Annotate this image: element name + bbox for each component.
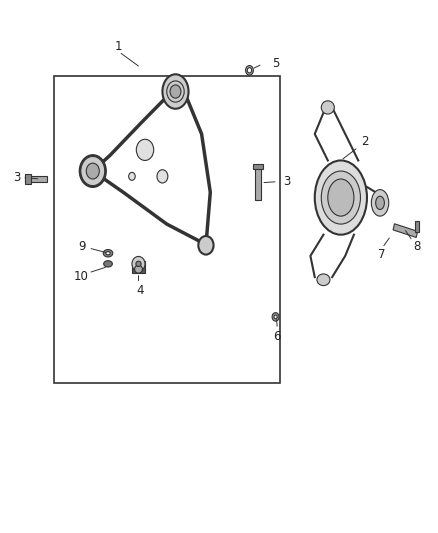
Ellipse shape [371, 190, 389, 216]
Ellipse shape [272, 313, 279, 321]
Ellipse shape [157, 169, 168, 183]
Ellipse shape [198, 236, 214, 255]
Text: 5: 5 [272, 58, 279, 70]
Ellipse shape [134, 265, 142, 273]
Text: 3: 3 [283, 175, 290, 188]
Bar [253, 164, 263, 169]
Text: 2: 2 [361, 135, 368, 148]
Text: 7: 7 [378, 248, 385, 261]
Bar [25, 174, 31, 184]
Bar [393, 224, 417, 238]
Bar [25, 176, 47, 182]
Bar [53, 76, 280, 383]
Ellipse shape [328, 179, 354, 216]
Bar [255, 166, 261, 200]
Ellipse shape [106, 252, 110, 255]
Ellipse shape [103, 249, 113, 257]
Ellipse shape [136, 139, 154, 160]
Text: 4: 4 [136, 284, 144, 297]
Ellipse shape [129, 172, 135, 180]
Bar [132, 261, 145, 273]
Ellipse shape [170, 85, 181, 98]
Ellipse shape [80, 155, 106, 187]
Ellipse shape [247, 68, 252, 73]
Ellipse shape [86, 163, 99, 179]
Text: 1: 1 [115, 40, 123, 53]
Text: 8: 8 [413, 240, 421, 253]
Text: 9: 9 [78, 240, 86, 253]
Ellipse shape [162, 74, 188, 109]
Ellipse shape [274, 315, 277, 319]
Ellipse shape [321, 171, 360, 224]
Ellipse shape [376, 196, 385, 209]
Ellipse shape [136, 261, 141, 266]
Text: 6: 6 [274, 330, 281, 343]
Ellipse shape [132, 256, 145, 271]
Bar [415, 221, 419, 232]
Ellipse shape [317, 274, 330, 286]
Text: 10: 10 [74, 270, 88, 282]
Ellipse shape [321, 101, 334, 114]
Ellipse shape [246, 66, 253, 75]
Text: 3: 3 [13, 171, 20, 184]
Ellipse shape [315, 160, 367, 235]
Ellipse shape [104, 261, 113, 267]
